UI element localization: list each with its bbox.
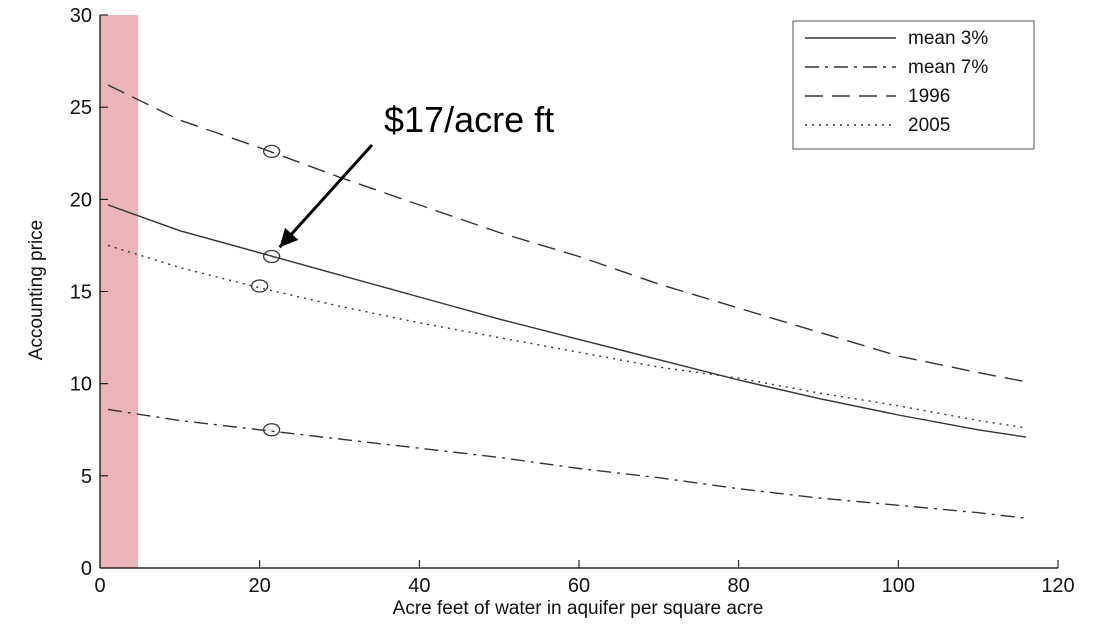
y-tick-label: 0 <box>81 558 92 580</box>
annotation-label: $17/acre ft <box>384 99 554 140</box>
y-tick-label: 25 <box>70 97 92 119</box>
tick-labels: 0 20 40 60 80 100 120 0 5 10 15 20 25 30 <box>70 5 1075 597</box>
axes <box>99 14 1059 569</box>
x-tick-label: 20 <box>249 575 271 597</box>
y-tick-label: 20 <box>70 189 92 211</box>
y-tick-label: 15 <box>70 282 92 304</box>
x-tick-label: 120 <box>1041 575 1074 597</box>
y-tick-label: 30 <box>70 5 92 27</box>
legend-label: mean 3% <box>908 28 988 49</box>
annotation-arrow-shaft <box>278 143 374 249</box>
series-lines <box>107 84 1027 519</box>
x-tick-label: 60 <box>568 575 590 597</box>
y-axis-title: Accounting price <box>26 220 47 360</box>
x-tick-label: 100 <box>882 575 915 597</box>
circle-marker <box>262 144 281 159</box>
circle-marker <box>262 423 281 437</box>
legend-label: mean 7% <box>908 57 988 78</box>
legend: mean 3% mean 7% 1996 2005 <box>792 20 1035 150</box>
legend-label: 1996 <box>908 86 950 107</box>
legend-box <box>792 20 1035 150</box>
x-tick-label: 80 <box>728 575 750 597</box>
legend-label: 2005 <box>908 115 950 136</box>
y-tick-label: 5 <box>81 466 92 488</box>
series-line-mean-3 <box>107 204 1027 438</box>
circle-marker <box>262 249 281 264</box>
x-axis-title: Acre feet of water in aquifer per square… <box>393 598 764 619</box>
annotation: $17/acre ft <box>278 99 554 249</box>
circle-markers <box>251 144 281 437</box>
x-tick-label: 0 <box>94 575 105 597</box>
series-line-1996 <box>107 84 1027 383</box>
x-tick-label: 40 <box>408 575 430 597</box>
annotation-arrow-head <box>279 227 299 248</box>
series-line-mean-7 <box>107 408 1027 519</box>
circle-marker <box>251 279 269 293</box>
series-line-2005 <box>107 244 1027 429</box>
y-tick-label: 10 <box>70 374 92 396</box>
